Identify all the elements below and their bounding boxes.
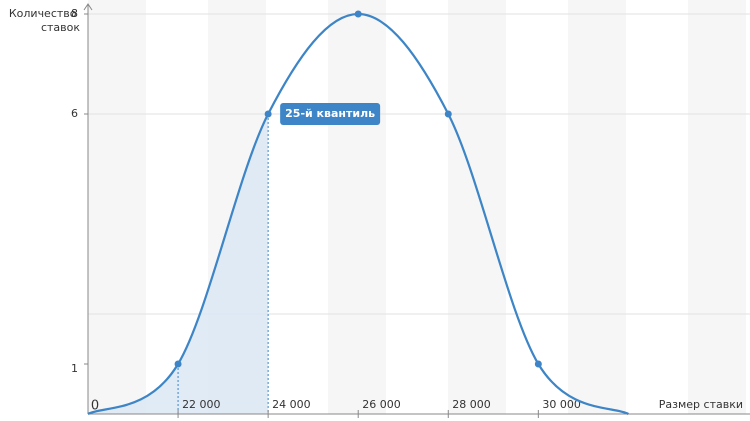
stripe xyxy=(448,0,506,414)
y-axis-title-line: Количество xyxy=(9,7,77,20)
x-tick-label: 22 000 xyxy=(182,398,221,411)
stripe xyxy=(688,0,746,414)
point xyxy=(354,10,362,18)
point xyxy=(444,110,452,118)
y-tick-label: 8 xyxy=(71,7,78,20)
stripe xyxy=(568,0,626,414)
stripe xyxy=(88,0,146,414)
origin-label: 0 xyxy=(91,399,99,414)
x-tick-label: 26 000 xyxy=(362,398,401,411)
x-tick-label: 24 000 xyxy=(272,398,311,411)
y-axis-title: Количество ставок xyxy=(9,7,81,34)
x-axis-title: Размер ставки xyxy=(659,398,743,411)
y-axis-title-line: ставок xyxy=(41,21,80,34)
background-stripes xyxy=(88,0,746,414)
x-tick-label: 30 000 xyxy=(542,398,581,411)
annotation-text: 25-й квантиль xyxy=(285,107,375,120)
point xyxy=(264,110,272,118)
point xyxy=(174,360,182,368)
point xyxy=(534,360,542,368)
stripe xyxy=(328,0,386,414)
y-arrow xyxy=(83,3,93,11)
quantile-area xyxy=(88,114,269,414)
annotation-box xyxy=(280,103,381,125)
y-tick-label: 1 xyxy=(71,362,78,375)
y-tick-label: 6 xyxy=(71,107,78,120)
x-tick-label: 28 000 xyxy=(452,398,491,411)
